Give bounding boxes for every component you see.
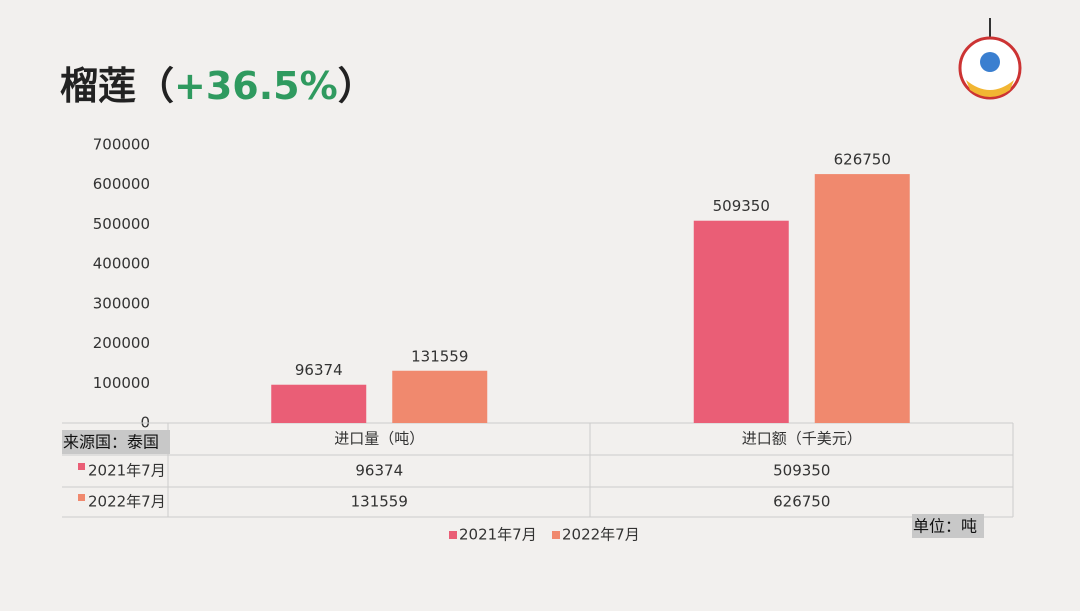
- table-header: 进口量（吨）: [334, 430, 424, 448]
- table-row-label: 2022年7月: [88, 493, 166, 511]
- y-tick-label: 500000: [93, 215, 150, 233]
- table-cell: 96374: [355, 462, 403, 480]
- y-tick-label: 600000: [93, 175, 150, 193]
- legend-label: 2022年7月: [562, 526, 640, 544]
- chart-title: 榴莲（+36.5%）: [60, 64, 376, 108]
- bar: [693, 220, 789, 423]
- y-tick-label: 100000: [93, 374, 150, 392]
- y-tick-label: 400000: [93, 255, 150, 273]
- source-note: 来源国：泰国: [63, 433, 159, 452]
- table-cell: 131559: [351, 493, 408, 511]
- note-bg: [62, 430, 170, 454]
- note-bg: [912, 514, 984, 538]
- bar: [392, 370, 488, 423]
- legend-key: [449, 531, 457, 539]
- bar: [271, 384, 367, 423]
- y-tick-label: 200000: [93, 334, 150, 352]
- data-label: 509350: [713, 197, 770, 215]
- table-row-label: 2021年7月: [88, 462, 166, 480]
- bar: [814, 174, 910, 423]
- unit-note: 单位：吨: [913, 517, 977, 536]
- legend-key: [552, 531, 560, 539]
- logo: [958, 18, 1022, 100]
- table-cell: 509350: [773, 462, 830, 480]
- y-tick-label: 300000: [93, 294, 150, 312]
- data-label: 96374: [295, 361, 343, 379]
- table-header: 进口额（千美元）: [742, 430, 862, 448]
- data-label: 626750: [834, 151, 891, 169]
- table-legend-key: [78, 494, 85, 501]
- y-tick-label: 700000: [93, 136, 150, 154]
- table-cell: 626750: [773, 493, 830, 511]
- legend-label: 2021年7月: [459, 526, 537, 544]
- table-legend-key: [78, 463, 85, 470]
- data-label: 131559: [411, 347, 468, 365]
